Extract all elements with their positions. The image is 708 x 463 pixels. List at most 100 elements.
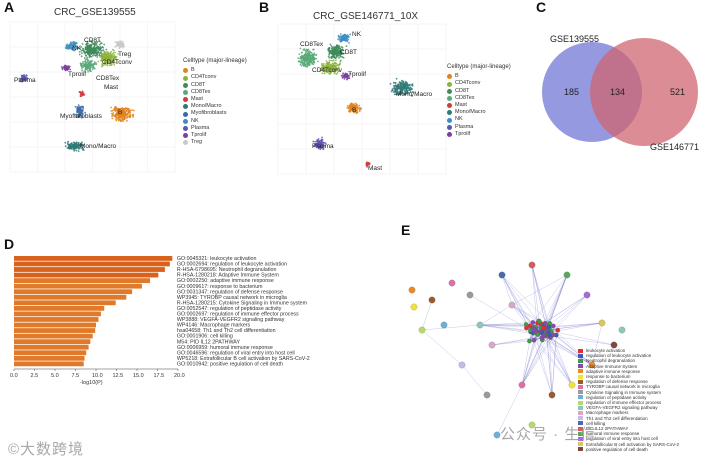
umap-cluster — [78, 90, 86, 98]
network-legend-item: Th1 and Th2 cell differentiation — [578, 416, 679, 421]
legend-label: regulation of viral entry into host cell — [586, 436, 658, 442]
network-legend-item: Adaptive Immune System — [578, 364, 679, 369]
legend-label: Mono/Macro — [455, 109, 486, 116]
x-tick-label: 17.5 — [154, 373, 165, 379]
legend-swatch — [578, 379, 583, 384]
network-legend-item: cell killing — [578, 421, 679, 426]
bar-term-label: GO:0046596: regulation of viral entry in… — [177, 350, 295, 356]
legend-label: Extrafollicular B cell activation by SAR… — [586, 441, 680, 447]
legend-swatch — [447, 81, 452, 87]
legend-swatch — [183, 140, 188, 146]
network-node — [547, 333, 553, 338]
legend-swatch — [447, 124, 452, 130]
umap-cluster-label: Mast — [104, 84, 118, 91]
umap-cluster-label: NK — [352, 31, 362, 38]
umap-b-legend-item: Tprolif — [447, 131, 511, 138]
network-node — [555, 327, 561, 333]
network-node — [541, 325, 546, 331]
legend-swatch — [447, 95, 452, 101]
legend-swatch — [447, 103, 452, 109]
bar-term-label: GO:0002694: regulation of leukocyte acti… — [177, 262, 287, 268]
network-node — [568, 381, 576, 389]
network-legend-item: Extrafollicular B cell activation by SAR… — [578, 442, 679, 447]
umap-cluster — [319, 59, 342, 75]
legend-swatch — [183, 89, 188, 95]
umap-cluster-label: Plasma — [14, 77, 36, 84]
bar — [14, 339, 91, 345]
legend-label: regulation of immune effector process — [586, 400, 662, 406]
umap-b-title: CRC_GSE146771_10X — [313, 11, 419, 22]
bar — [14, 283, 142, 289]
umap-cluster-label: Mast — [368, 165, 382, 172]
network-node — [524, 325, 529, 331]
legend-label: CD8Tex — [191, 88, 211, 95]
umap-a-title: CRC_GSE139555 — [54, 7, 136, 18]
legend-label: Treg — [191, 139, 203, 146]
legend-swatch — [578, 348, 583, 353]
umap-a-legend-item: Mast — [183, 96, 247, 103]
network-legend-item: humoral immune response — [578, 431, 679, 436]
legend-label: Th1 and Th2 cell differentiation — [586, 415, 648, 421]
network-node — [583, 291, 591, 299]
x-tick-label: 0.0 — [10, 373, 18, 379]
legend-label: VEGFA-VEGFR2 signaling pathway — [586, 405, 658, 411]
network-node — [530, 320, 536, 325]
legend-label: Cytokine Signaling in Immune system — [586, 389, 662, 395]
bar-term-label: GO:0010942: positive regulation of cell … — [177, 361, 283, 367]
network-node — [563, 271, 571, 279]
legend-swatch — [578, 385, 583, 390]
umap-b-legend-item: CD4Tconv — [447, 80, 511, 87]
network-node — [498, 271, 506, 279]
umap-cluster — [74, 104, 86, 119]
legend-swatch — [578, 437, 583, 442]
legend-label: leukocyte activation — [586, 348, 626, 353]
network-node — [493, 431, 501, 439]
legend-label: CD8T — [455, 87, 470, 94]
legend-swatch — [447, 131, 452, 137]
bar — [14, 278, 151, 283]
umap-cluster-label: Treg — [118, 51, 132, 58]
network-node — [547, 321, 553, 326]
bar-term-label: WP3888: VEGFA-VEGFR2 signaling pathway — [177, 317, 285, 323]
bar-term-label: GO:0009617: response to bacterium — [177, 284, 263, 290]
venn-count-intersection: 134 — [610, 87, 625, 97]
legend-label: regulation of leukocyte activation — [586, 353, 652, 359]
legend-swatch — [578, 426, 583, 431]
watermark-left: ©大数跨境 — [8, 441, 85, 458]
network-legend-item: regulation of leukocyte activation — [578, 353, 679, 358]
legend-swatch — [578, 374, 583, 379]
bar-term-label: GO:0001906: cell killing — [177, 334, 233, 340]
umap-cluster-label: CD8T — [84, 37, 101, 44]
umap-a-legend-item: CD8Tex — [183, 89, 247, 96]
legend-swatch — [447, 74, 452, 80]
umap-cluster-label: NK — [72, 45, 82, 52]
umap-cluster — [18, 74, 29, 83]
network-legend-item: Macrophage markers — [578, 410, 679, 415]
network-legend-item: response to bacterium — [578, 374, 679, 379]
umap-cluster-label: Tprolif — [348, 71, 366, 78]
bar — [14, 256, 173, 261]
enrichment-network — [408, 261, 626, 439]
umap-b-legend-item: CD8Tex — [447, 95, 511, 102]
legend-label: Mono/Macro — [191, 103, 222, 110]
legend-label: Plasma — [191, 124, 210, 131]
legend-swatch — [578, 405, 583, 410]
network-node — [551, 323, 556, 329]
bar-term-label: hsa04658: Th1 and Th2 cell differentiati… — [177, 328, 276, 334]
bar-term-label: GO:0002250: adaptive immune response — [177, 278, 274, 284]
legend-label: CD4Tconv — [455, 80, 481, 87]
network-node — [527, 338, 532, 344]
legend-label: Mast — [191, 96, 203, 103]
network-nodes — [408, 261, 626, 439]
legend-label: response to bacterium — [586, 374, 631, 380]
network-node — [546, 324, 552, 330]
panel-letter-b: B — [259, 0, 270, 15]
bar — [14, 361, 84, 367]
panel-letter-a: A — [4, 0, 15, 15]
network-legend-item: regulation of defense response — [578, 379, 679, 384]
legend-swatch — [578, 353, 583, 358]
network-node — [542, 320, 548, 326]
umap-cluster — [346, 102, 362, 114]
legend-swatch — [578, 411, 583, 416]
